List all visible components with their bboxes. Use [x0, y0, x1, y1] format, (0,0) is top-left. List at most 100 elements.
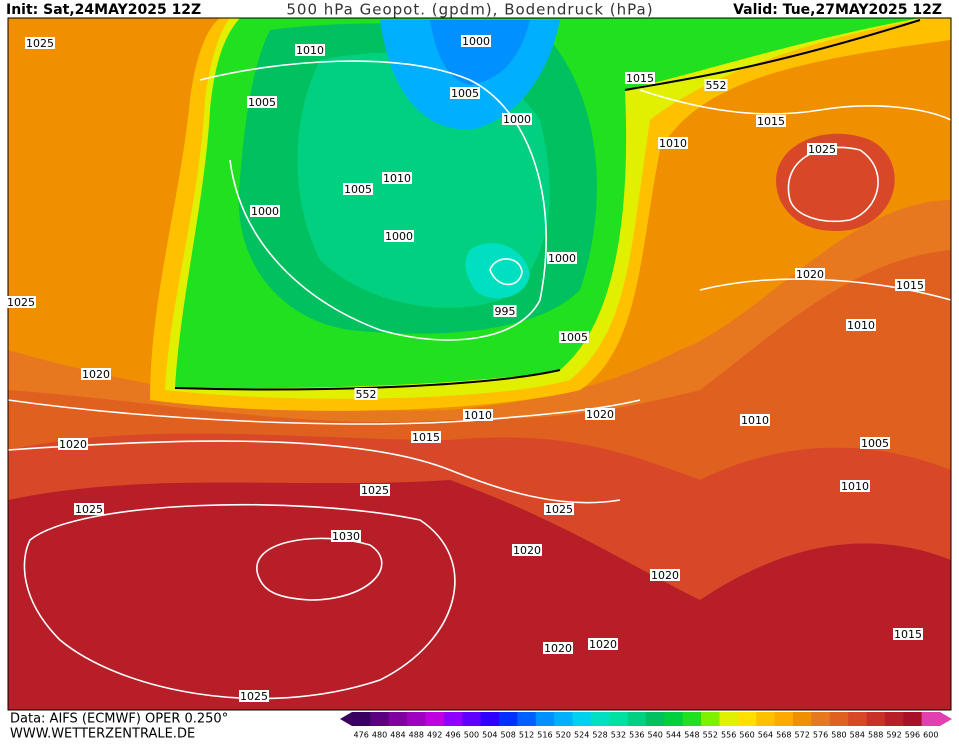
colorbar-label: 572 — [795, 731, 810, 740]
isobar-label-bg — [807, 143, 837, 155]
colorbar-swatch — [646, 712, 665, 726]
colorbar-swatch — [388, 712, 408, 726]
map-field — [7, 18, 952, 710]
isobar-label: 1015 — [894, 628, 922, 641]
isobar-label-bg — [544, 503, 574, 515]
colorbar-label: 592 — [886, 731, 901, 740]
colorbar-label: 576 — [813, 731, 828, 740]
colorbar-swatch — [737, 712, 757, 726]
isobar-label: 1025 — [75, 503, 103, 516]
isobar-label-bg — [512, 544, 542, 556]
colorbar-label: 588 — [868, 731, 883, 740]
isobar-label: 1000 — [548, 252, 576, 265]
map-title: 500 hPa Geopot. (gpdm), Bodendruck (hPa) — [286, 1, 653, 19]
colorbar-swatch — [627, 712, 647, 726]
isobar-label-bg — [58, 438, 88, 450]
isobar-label-bg — [25, 37, 55, 49]
isobar-label: 1020 — [651, 569, 679, 582]
isobar-label-bg — [895, 279, 925, 291]
colorbar-label: 556 — [721, 731, 736, 740]
isobar-label: 1015 — [896, 279, 924, 292]
isobar-label: 1025 — [240, 690, 268, 703]
isobar-label-bg — [840, 480, 870, 492]
init-time: Init: Sat,24MAY2025 12Z — [6, 2, 201, 18]
isobar-label-bg — [650, 569, 680, 581]
colorbar-swatch — [719, 712, 739, 726]
colorbar-swatch — [425, 712, 445, 726]
isobar-label-bg — [547, 252, 577, 264]
colorbar-swatch — [499, 712, 518, 726]
colorbar-swatch — [590, 712, 610, 726]
isobar-label: 1020 — [544, 642, 572, 655]
colorbar-swatch — [829, 712, 849, 726]
colorbar-label: 476 — [354, 731, 369, 740]
isobar-label-bg — [247, 96, 277, 108]
colorbar-swatch — [572, 712, 592, 726]
isobar-label: 1010 — [296, 44, 324, 57]
colorbar-swatch — [480, 712, 500, 726]
isobar-label: 1000 — [503, 113, 531, 126]
isobar-label-bg — [450, 87, 480, 99]
colorbar-swatch — [609, 712, 629, 726]
data-source: Data: AIFS (ECMWF) OPER 0.250° — [10, 712, 228, 727]
colorbar-label: 532 — [611, 731, 626, 740]
colorbar-label: 520 — [556, 731, 571, 740]
isobar-label: 1025 — [26, 37, 54, 50]
colorbar-swatch — [554, 712, 573, 726]
colorbar-label: 552 — [703, 731, 718, 740]
isobar-label-bg — [81, 368, 111, 380]
colorbar-label: 516 — [537, 731, 552, 740]
isobar-label: 1020 — [589, 638, 617, 651]
isobar-label: 1020 — [513, 544, 541, 557]
colorbar-label: 560 — [739, 731, 754, 740]
colorbar-label: 500 — [464, 731, 479, 740]
isobar-label-bg — [74, 503, 104, 515]
valid-time: Valid: Tue,27MAY2025 12Z — [733, 2, 942, 18]
isobar-label: 1020 — [586, 408, 614, 421]
colorbar-label: 568 — [776, 731, 791, 740]
isobar-label: 552 — [706, 79, 727, 92]
colorbar-arrow-left — [340, 712, 352, 726]
isobar-label: 1020 — [796, 268, 824, 281]
isobar-label-bg — [502, 113, 532, 125]
isobar-label-bg — [860, 437, 890, 449]
isobar-label: 1020 — [82, 368, 110, 381]
isobar-label: 1025 — [361, 484, 389, 497]
isobar-label-bg — [360, 484, 390, 496]
isobar-label-bg — [331, 530, 361, 542]
colorbar-swatch — [848, 712, 867, 726]
isobar-label-bg — [585, 408, 615, 420]
isobar-label-bg — [384, 230, 414, 242]
isobar-label: 1015 — [412, 431, 440, 444]
isobar-label-bg — [250, 205, 280, 217]
colorbar-swatch — [811, 712, 831, 726]
colorbar-label: 540 — [648, 731, 663, 740]
colorbar-label: 528 — [592, 731, 607, 740]
colorbar-label: 584 — [850, 731, 865, 740]
colorbar-label: 504 — [482, 731, 497, 740]
isobar-label-bg — [382, 172, 412, 184]
isobar-label: 1030 — [332, 530, 360, 543]
colorbar-swatch — [793, 712, 812, 726]
colorbar-swatch — [407, 712, 426, 726]
isobar-label-bg — [354, 388, 378, 400]
isobar-label-bg — [740, 414, 770, 426]
isobar-label: 1010 — [464, 409, 492, 422]
isobar-label-bg — [559, 331, 589, 343]
isobar-label: 1005 — [560, 331, 588, 344]
colorbar-label: 492 — [427, 731, 442, 740]
colorbar-swatch — [370, 712, 390, 726]
website: WWW.WETTERZENTRALE.DE — [10, 727, 195, 742]
isobar-label-bg — [704, 79, 728, 91]
isobar-label-bg — [411, 431, 441, 443]
isobar-label: 1010 — [841, 480, 869, 493]
colorbar-swatch — [517, 712, 537, 726]
map-frame — [7, 17, 952, 711]
colorbar-label: 596 — [905, 731, 920, 740]
isobar-label-bg — [795, 268, 825, 280]
isobar-label: 1020 — [59, 438, 87, 451]
isobar-label: 1000 — [385, 230, 413, 243]
colorbar-label: 512 — [519, 731, 534, 740]
isobar-label-bg — [625, 72, 655, 84]
isobar-label-bg — [461, 35, 491, 47]
